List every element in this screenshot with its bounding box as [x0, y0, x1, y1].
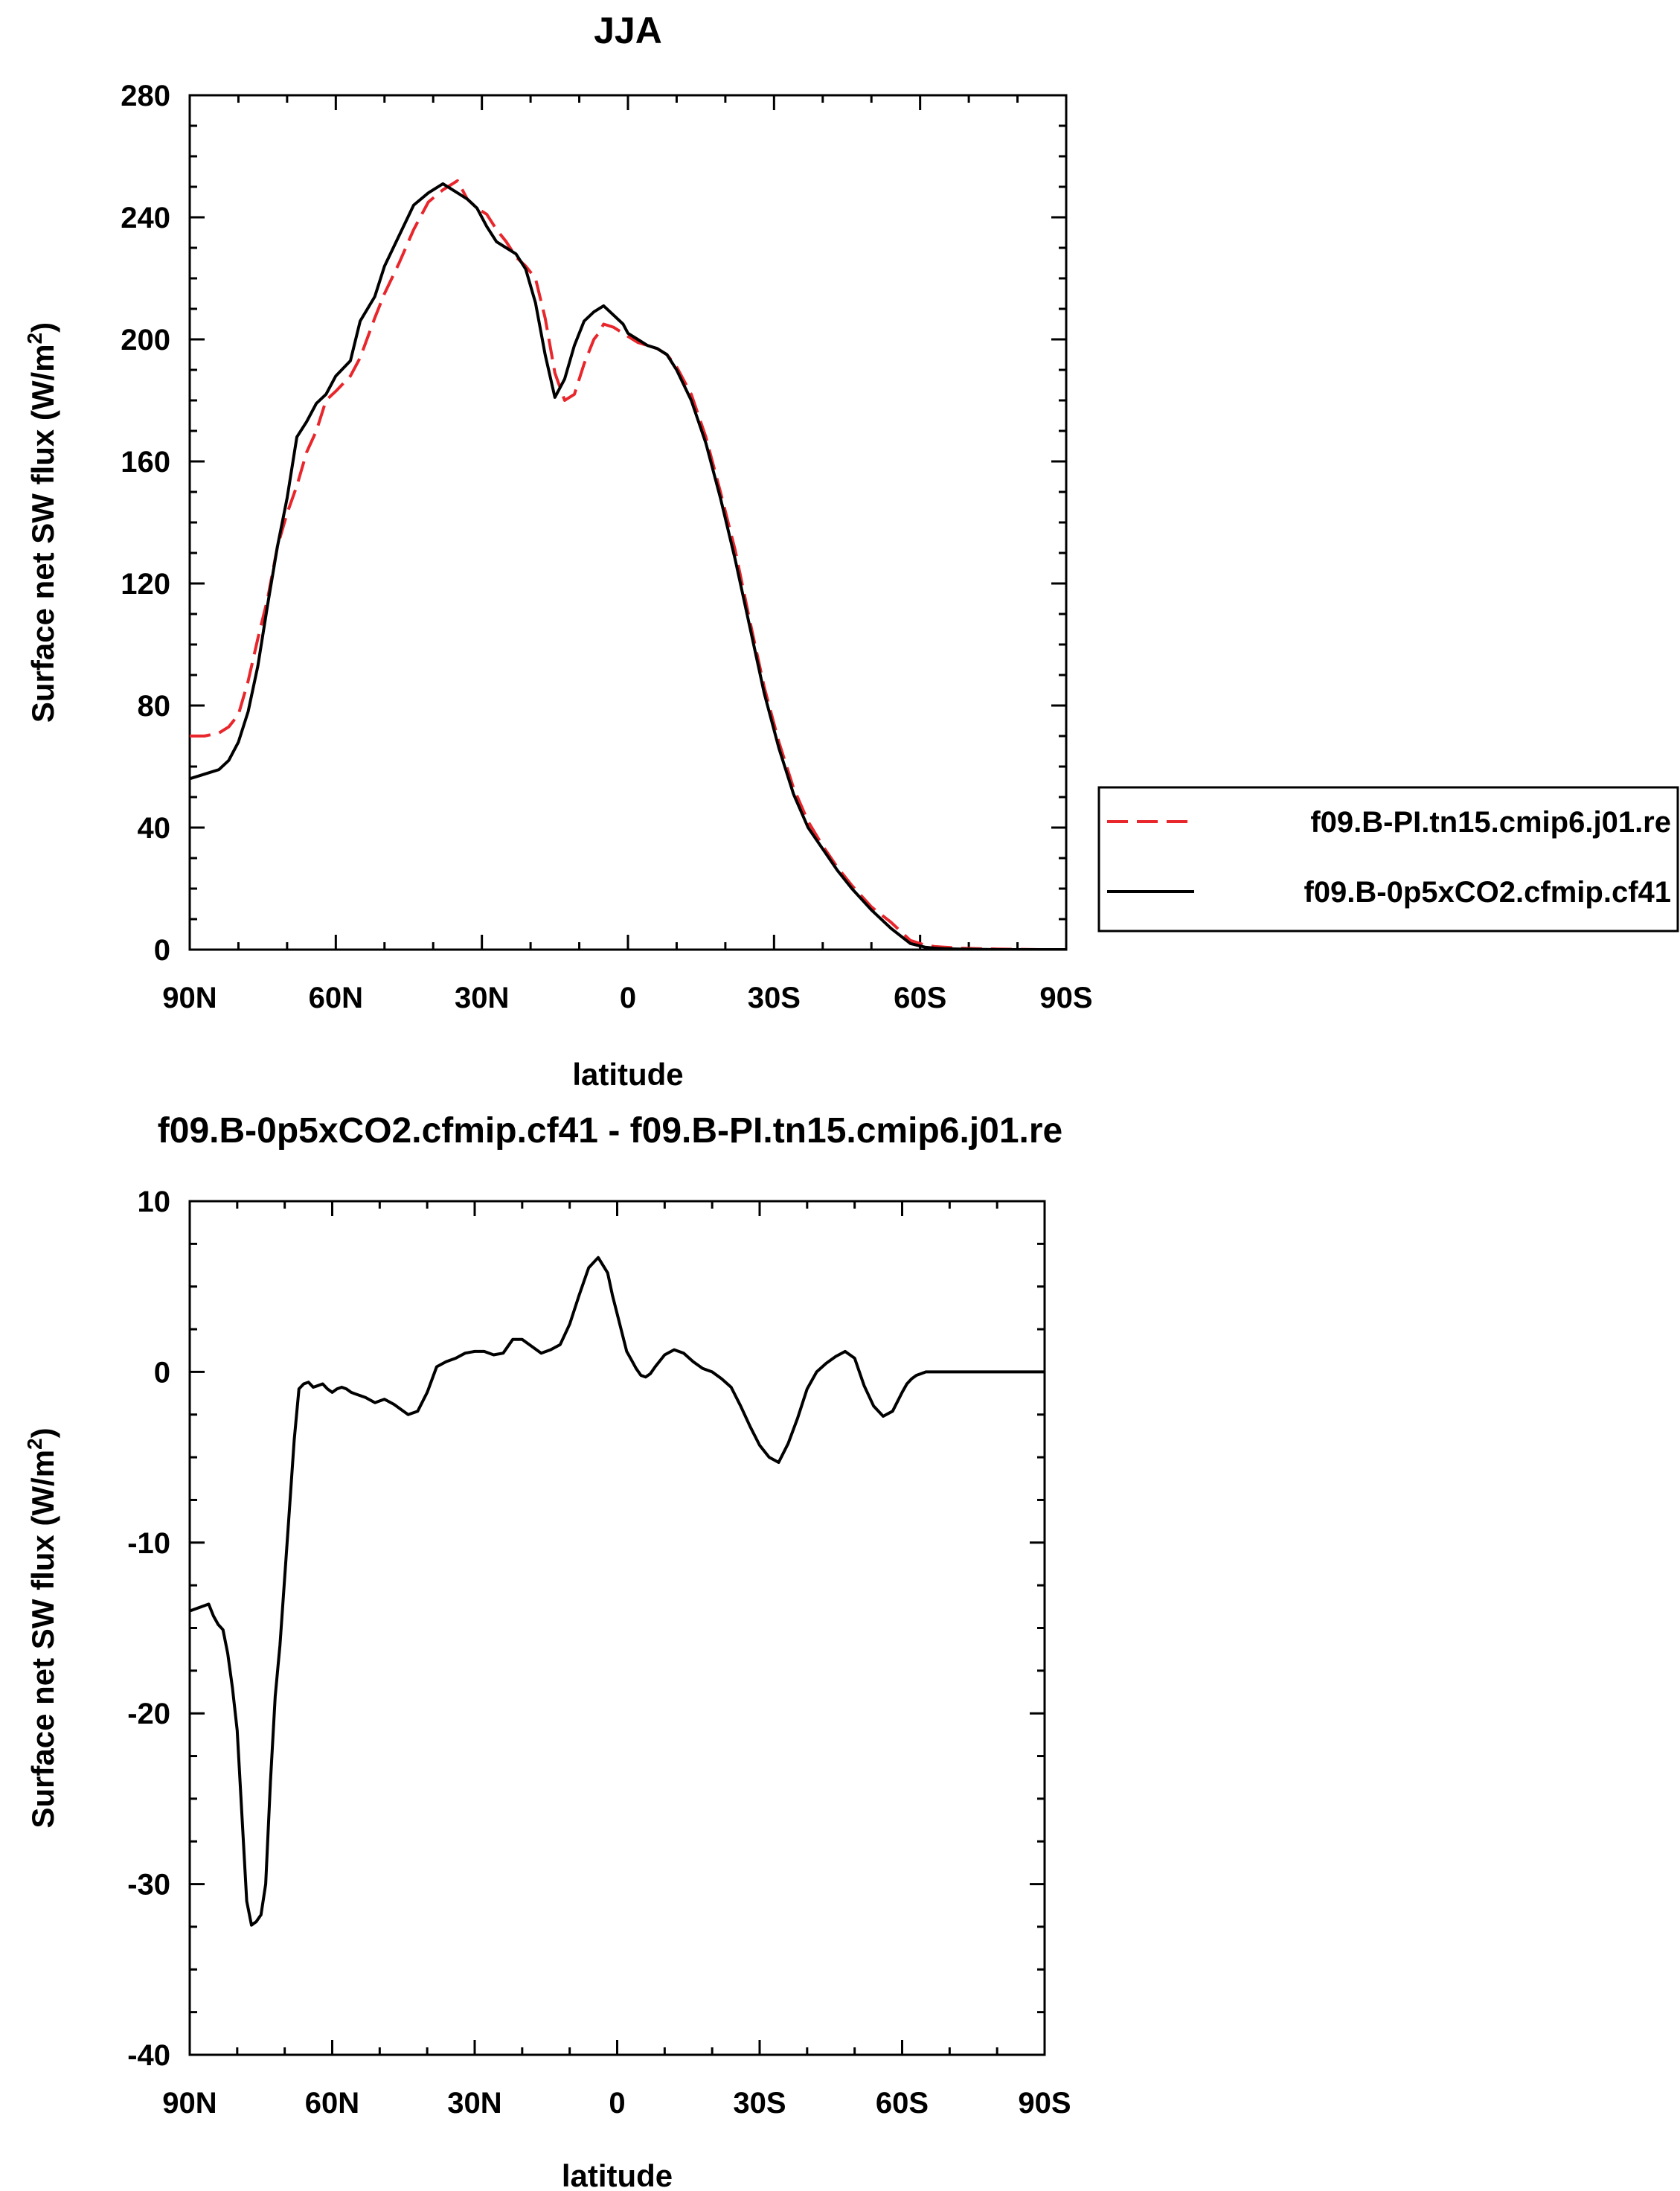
x-tick-label: 0 [620, 982, 636, 1014]
y-tick-label: 160 [121, 446, 170, 479]
x-tick-label: 90S [1018, 2087, 1071, 2120]
y-axis-label: Surface net SW flux (W/m2) [23, 322, 60, 723]
y-axis-label-text: Surface net SW flux (W/m [25, 344, 60, 723]
y-tick-label: 280 [121, 80, 170, 112]
x-tick-label: 0 [609, 2087, 625, 2120]
y-tick-label: 0 [154, 1356, 170, 1389]
plot-frame [188, 1200, 1046, 2056]
series-line-1 [190, 1256, 1045, 1927]
y-tick-label: 10 [138, 1186, 171, 1218]
y-axis-label-end: ) [25, 1427, 60, 1438]
legend-label-1: f09.B-PI.tn15.cmip6.j01.re [1310, 806, 1671, 839]
y-tick-label: 0 [154, 934, 170, 967]
chart-panel-1: JJA 90N 60N 30N 0 30S 60S 90S 0 40 80 120 160 200 240 2… [23, 10, 1679, 1092]
y-tick-label: 40 [138, 812, 171, 845]
x-tick-label: 90N [162, 2087, 217, 2120]
x-tick-label: 60S [894, 982, 946, 1014]
chart-title: f09.B-0p5xCO2.cfmip.cf41 - f09.B-PI.tn15… [158, 1111, 1062, 1151]
series-line-2 [190, 182, 1066, 950]
y-axis-label-text: Surface net SW flux (W/m [25, 1450, 60, 1829]
x-tick-label: 60S [876, 2087, 929, 2120]
x-tick-label: 60N [309, 982, 363, 1014]
x-axis-label: latitude [572, 1057, 683, 1092]
chart-panel-2: f09.B-0p5xCO2.cfmip.cf41 - f09.B-PI.tn15… [23, 1111, 1071, 2191]
chart-title: JJA [594, 10, 662, 51]
x-tick-label: 30S [733, 2087, 786, 2120]
y-tick-label: 80 [138, 690, 171, 723]
y-axis-label: Surface net SW flux (W/m2) [23, 1427, 60, 1828]
x-tick-label: 90N [162, 982, 217, 1014]
legend: f09.B-PI.tn15.cmip6.j01.re f09.B-0p5xCO2.… [1097, 786, 1679, 933]
legend-label-2: f09.B-0p5xCO2.cfmip.cf41 [1304, 876, 1671, 909]
y-axis-label-superscript: 2 [23, 1438, 46, 1450]
x-tick-label: 60N [305, 2087, 359, 2120]
x-tick-label: 30S [748, 982, 801, 1014]
y-tick-label: 200 [121, 324, 170, 356]
y-tick-label: 240 [121, 202, 170, 234]
y-axis-label-end: ) [25, 322, 60, 333]
y-tick-label: -30 [127, 1869, 170, 1901]
legend-box [1097, 786, 1679, 933]
x-axis-label: latitude [562, 2158, 673, 2191]
x-tick-label: 30N [455, 982, 509, 1014]
y-tick-label: -40 [127, 2039, 170, 2072]
plot-frame [188, 94, 1068, 951]
y-axis-label-superscript: 2 [23, 333, 46, 345]
x-tick-label: 30N [447, 2087, 501, 2120]
series-line-1 [190, 179, 1066, 950]
y-tick-label: 120 [121, 568, 170, 601]
y-tick-label: -10 [127, 1527, 170, 1560]
y-tick-label: -20 [127, 1698, 170, 1730]
x-tick-label: 90S [1039, 982, 1092, 1014]
